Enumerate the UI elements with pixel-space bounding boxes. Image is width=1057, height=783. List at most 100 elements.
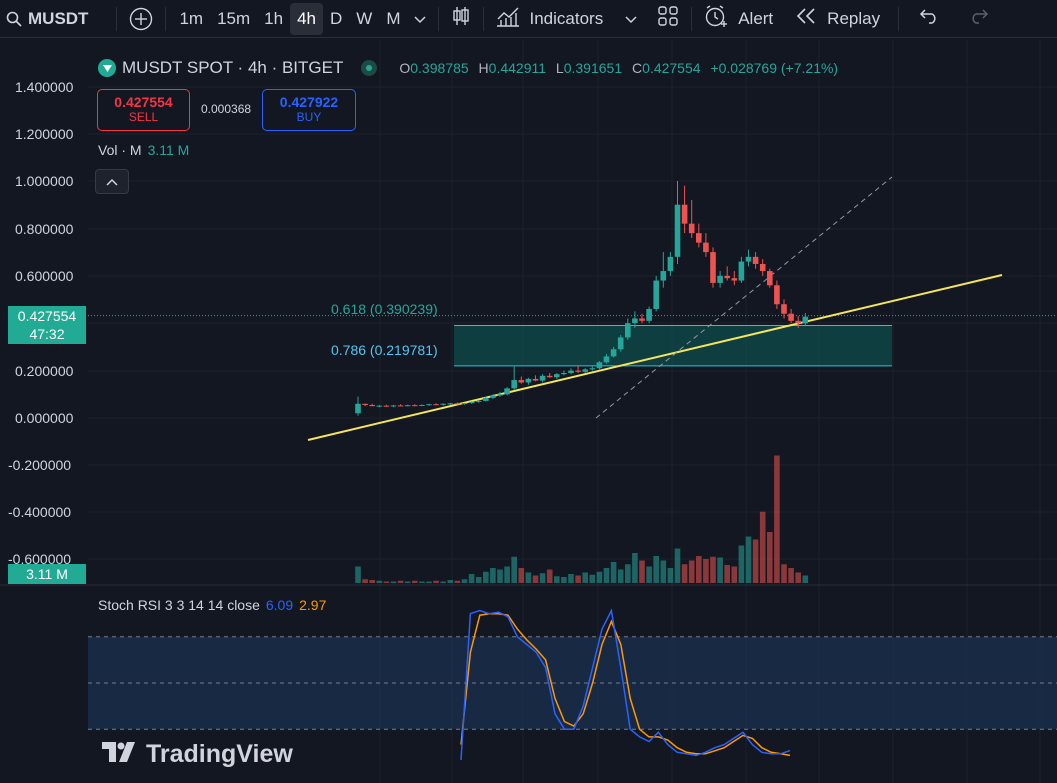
candle-body [575, 370, 581, 372]
volume-bar [532, 575, 539, 583]
timeframe-w[interactable]: W [356, 8, 373, 28]
candle-body [752, 256, 759, 264]
volume-bar [490, 568, 496, 583]
top-toolbar: MUSDT 1m 15m 1h 4h D W M Indicators Aler… [0, 0, 1057, 38]
volume-bar [596, 571, 603, 583]
timeframe-dropdown[interactable] [408, 0, 432, 38]
y-tick-label: -0.200000 [8, 457, 72, 473]
collapse-legend-button[interactable] [95, 169, 129, 194]
redo-button[interactable] [963, 0, 995, 38]
volume-bar [625, 564, 631, 583]
volume-bar [461, 579, 468, 583]
volume-bar [369, 580, 375, 583]
y-tick-label: -0.600000 [8, 551, 72, 567]
alert-button[interactable]: Alert [698, 0, 779, 38]
timeframe-1m[interactable]: 1m [179, 8, 204, 28]
y-tick-label: 0.200000 [15, 363, 74, 379]
candle-body [795, 320, 801, 324]
candle-body [667, 256, 674, 272]
chart-title: MUSDT SPOT · 4h · BITGET [122, 58, 344, 77]
volume-bar [539, 573, 546, 583]
y-tick-label: 1.200000 [15, 126, 74, 142]
candle-body [426, 404, 432, 406]
volume-bar [774, 455, 780, 583]
volume-legend-label: Vol · M [98, 142, 142, 158]
buy-button[interactable]: 0.427922 BUY [262, 89, 356, 131]
indicators-button[interactable]: Indicators [490, 0, 644, 38]
volume-bar [525, 572, 532, 583]
timeframe-d[interactable]: D [330, 8, 343, 28]
candle-body [539, 375, 546, 381]
volume-bar [731, 566, 738, 583]
candle-body [568, 370, 574, 373]
candle-body [625, 323, 631, 338]
volume-bar [433, 580, 439, 583]
volume-bar [710, 556, 716, 583]
volume-bar [575, 575, 581, 583]
undo-button[interactable] [913, 0, 945, 38]
candle-body [518, 380, 525, 383]
volume-bar [546, 569, 553, 583]
spread-value: 0.000368 [201, 102, 252, 116]
candle-body [369, 404, 375, 407]
timeframe-4h[interactable]: 4h [290, 2, 323, 35]
volume-bar [646, 566, 652, 583]
volume-bar [617, 569, 624, 583]
tradingview-logo: TradingView [102, 740, 293, 769]
fib-618-label: 0.618 (0.390239) [331, 301, 438, 317]
compare-button[interactable] [123, 0, 159, 38]
change-value: +0.028769 (+7.21%) [710, 60, 839, 76]
volume-bar [788, 568, 794, 583]
chart-type-button[interactable] [445, 0, 477, 38]
volume-bar [688, 560, 695, 583]
stoch-k-line [460, 608, 791, 761]
replay-button[interactable]: Replay [789, 0, 886, 38]
candle-body [724, 275, 730, 279]
candle-body [681, 204, 688, 224]
candle-body [660, 271, 667, 281]
volume-bar [802, 575, 809, 583]
y-tick-label: 0.800000 [15, 221, 74, 237]
candle-body [603, 356, 610, 363]
candle-body [610, 349, 617, 357]
candle-body [802, 316, 809, 324]
volume-bar [483, 571, 489, 583]
candle-body [404, 405, 411, 407]
volume-bar [383, 581, 390, 583]
candle-body [440, 403, 446, 405]
candle-body [468, 401, 475, 404]
volume-bar [447, 580, 454, 583]
candles-icon [451, 5, 471, 32]
volume-tag: 3.11 M [8, 564, 86, 584]
candle-body [696, 233, 702, 243]
volume-bar [426, 581, 432, 583]
last-price: 0.427554 [17, 308, 77, 324]
timeframe-1h[interactable]: 1h [264, 8, 284, 28]
candle-body [355, 403, 361, 414]
volume-bar [468, 574, 475, 583]
volume-bar [632, 553, 638, 583]
timeframe-m[interactable]: M [386, 8, 401, 28]
low-value: 0.391651 [563, 60, 623, 76]
symbol-search[interactable]: MUSDT [0, 0, 94, 38]
volume-bar [554, 576, 560, 583]
alarm-clock-icon [704, 4, 728, 33]
y-tick-label: 1.000000 [15, 173, 74, 189]
volume-bar [639, 560, 645, 583]
candle-body [774, 285, 780, 305]
volume-bar [653, 556, 659, 583]
candle-body [781, 304, 787, 314]
replay-label: Replay [827, 8, 881, 28]
volume-bar [412, 580, 418, 583]
buy-label: BUY [296, 110, 322, 124]
volume-bar [781, 564, 787, 583]
y-tick-label: 1.400000 [15, 79, 74, 95]
layout-button[interactable] [651, 0, 685, 38]
candle-body [461, 403, 468, 405]
open-value: 0.398785 [410, 60, 469, 76]
volume-bar [376, 580, 383, 583]
timeframe-15m[interactable]: 15m [217, 8, 251, 28]
sell-button[interactable]: 0.427554 SELL [97, 89, 190, 131]
candle-body [589, 368, 596, 370]
